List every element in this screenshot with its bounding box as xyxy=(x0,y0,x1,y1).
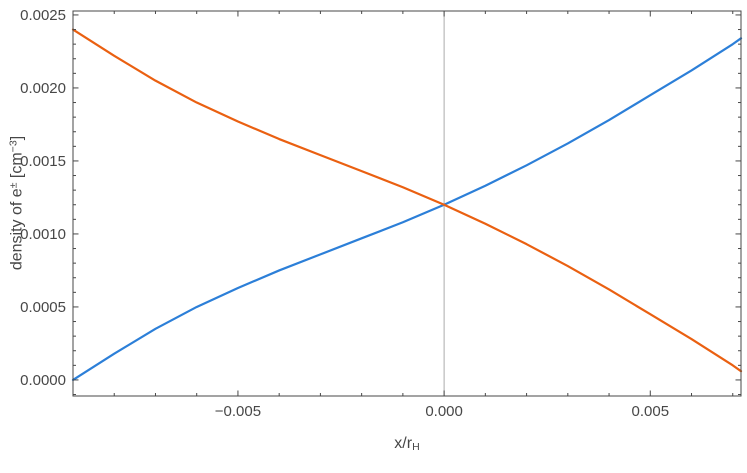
x-axis-label: x/rH xyxy=(394,435,419,453)
y-axis-label-sup-exp: −3 xyxy=(7,140,20,153)
x-axis-label-sub: H xyxy=(412,441,420,454)
x-tick-label: −0.005 xyxy=(215,403,261,420)
y-tick-label: 0.0000 xyxy=(20,372,66,389)
x-axis-label-text: x/r xyxy=(394,434,413,452)
y-axis-label: density of e± [cm−3] xyxy=(7,136,26,270)
y-tick-label: 0.0020 xyxy=(20,80,66,97)
orange-curve xyxy=(71,28,743,373)
y-axis-label-unit-close: ] xyxy=(8,135,26,141)
x-tick-label: 0.005 xyxy=(632,403,670,420)
y-tick-label: 0.0010 xyxy=(20,226,66,243)
y-axis-label-sup-pm: ± xyxy=(7,182,20,189)
y-axis-label-unit-open: [cm xyxy=(8,152,26,183)
plot-frame xyxy=(72,10,742,397)
blue-curve xyxy=(71,37,743,382)
x-tick-label: 0.000 xyxy=(425,403,463,420)
y-axis-label-text: density of e xyxy=(8,188,26,271)
y-tick-label: 0.0025 xyxy=(20,7,66,24)
y-tick-label: 0.0015 xyxy=(20,153,66,170)
y-tick-label: 0.0005 xyxy=(20,299,66,316)
